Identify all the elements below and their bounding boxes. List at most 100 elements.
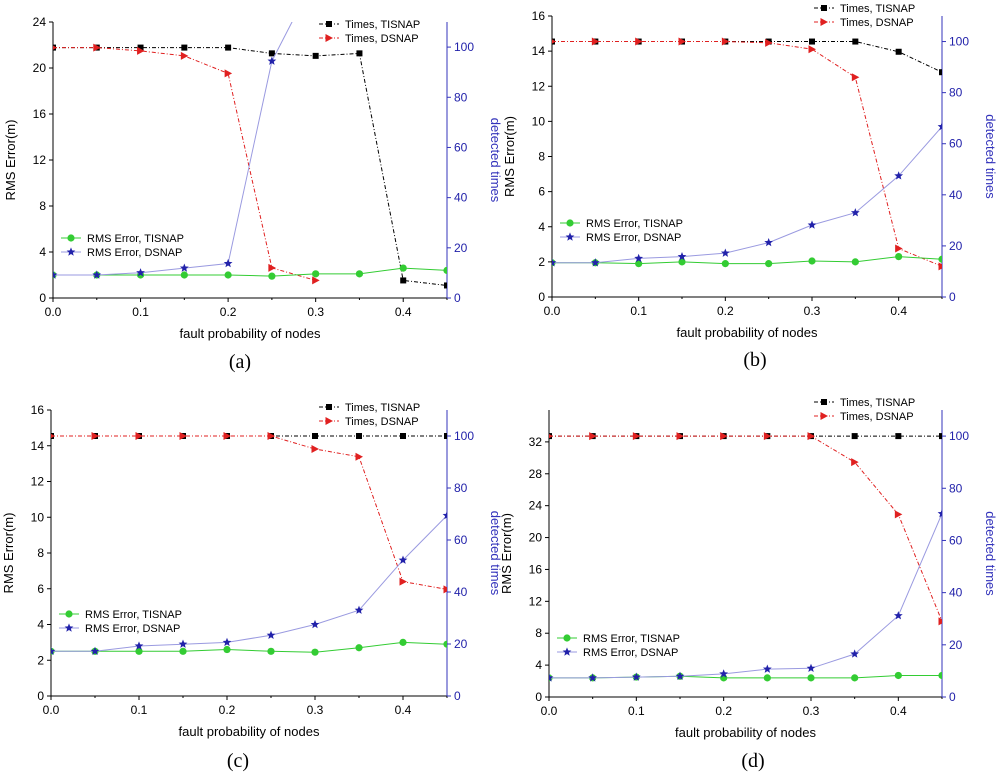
series-rms-error-tisnap: [549, 671, 942, 682]
y-tick-label: 8: [39, 199, 46, 213]
x-tick-label: 0.0: [541, 704, 558, 718]
y2-tick-label: 20: [949, 239, 963, 253]
data-point-times-dsnap: [53, 45, 57, 50]
legend-marker-rms-error-tisnap: [566, 219, 574, 227]
x-tick-label: 0.3: [307, 703, 324, 717]
data-point-times-tisnap: [400, 277, 407, 284]
data-point-rms-error-dsnap: [53, 270, 58, 279]
series-times-dsnap: [549, 432, 942, 626]
legend-times: Times, TISNAP Times, DSNAP: [814, 3, 915, 29]
y-tick-label: 8: [538, 150, 545, 164]
legend-times: Times, TISNAP Times, DSNAP: [319, 402, 420, 428]
data-point-rms-error-dsnap: [178, 639, 188, 648]
data-point-times-tisnap: [225, 44, 232, 51]
series-times-tisnap: [552, 38, 942, 76]
data-point-rms-error-dsnap: [806, 663, 816, 673]
series-rms-error-dsnap: [53, 22, 293, 279]
y2-tick-label: 100: [949, 35, 969, 49]
y-tick-label: 20: [33, 61, 47, 75]
data-point-times-tisnap: [851, 433, 858, 440]
data-point-times-dsnap: [635, 37, 643, 46]
y2-tick-label: 100: [454, 429, 474, 443]
series-rms-error-tisnap: [53, 264, 447, 280]
series-line-times-tisnap: [53, 47, 447, 286]
y-tick-label: 6: [37, 582, 44, 596]
y-tick-label: 0: [39, 291, 46, 305]
data-point-times-dsnap: [678, 37, 686, 46]
y-tick-label: 14: [532, 44, 546, 58]
data-point-rms-error-dsnap: [552, 258, 557, 267]
data-point-rms-error-dsnap: [223, 258, 233, 268]
data-point-times-tisnap: [939, 433, 942, 440]
series-times-dsnap: [552, 37, 942, 271]
panel-caption: (a): [229, 351, 251, 373]
y2-tick-label: 40: [454, 191, 468, 205]
data-point-rms-error-dsnap: [720, 248, 730, 257]
x-tick-label: 0.3: [804, 304, 821, 318]
x-tick-label: 0.2: [219, 703, 236, 717]
legend-label: Times, TISNAP: [840, 3, 915, 15]
y-tick-label: 24: [33, 15, 47, 29]
data-point-rms-error-dsnap: [267, 56, 277, 65]
y2-tick-label: 60: [454, 140, 468, 154]
data-point-rms-error-tisnap: [135, 647, 143, 655]
legend-marker-times-tisnap: [821, 5, 827, 11]
x-tick-label: 0.1: [630, 304, 647, 318]
y2-axis-label: detected times: [488, 511, 503, 596]
legend-label: RMS Error, TISNAP: [583, 633, 680, 645]
data-point-times-dsnap: [720, 432, 728, 441]
chart-panel-c: 0.0 0.1 0.2 0.3 0.4 0 2 4 6 8 10 12 14 16 0 20 40 60 80 100…: [1, 402, 503, 772]
series-times-dsnap: [53, 43, 320, 285]
y-tick-label: 4: [538, 220, 545, 234]
data-point-rms-error-tisnap: [268, 272, 276, 280]
x-tick-label: 0.0: [43, 703, 60, 717]
data-point-rms-error-tisnap: [765, 260, 773, 268]
data-point-rms-error-dsnap: [442, 510, 447, 520]
legend-label: Times, DSNAP: [840, 17, 914, 29]
data-point-rms-error-tisnap: [851, 258, 859, 266]
x-axis-label: fault probability of nodes: [677, 325, 818, 340]
y2-tick-label: 60: [454, 533, 468, 547]
y-axis-label: RMS Error(m): [499, 513, 514, 594]
chart-panel-a: 0.0 0.1 0.2 0.3 0.4 0 4 8 12 16 20 24 0 20 40 60 80 100 fa…: [3, 15, 503, 373]
y-axis-label: RMS Error(m): [3, 120, 18, 201]
data-point-rms-error-tisnap: [312, 270, 320, 278]
legend-label: RMS Error, TISNAP: [87, 233, 184, 245]
y-tick-label: 6: [538, 185, 545, 199]
y-tick-label: 4: [535, 658, 542, 672]
data-point-times-dsnap: [91, 432, 99, 440]
x-tick-label: 0.4: [395, 703, 412, 717]
data-point-times-dsnap: [443, 585, 447, 594]
data-point-times-tisnap: [400, 433, 406, 439]
data-point-times-tisnap: [356, 433, 362, 439]
data-point-rms-error-tisnap: [180, 271, 188, 279]
data-point-rms-error-tisnap: [223, 645, 231, 654]
y-tick-label: 0: [538, 290, 545, 304]
legend-marker-times-tisnap: [326, 404, 332, 410]
x-tick-label: 0.4: [890, 304, 907, 318]
data-point-times-tisnap: [312, 433, 318, 439]
data-point-rms-error-dsnap: [807, 220, 817, 229]
data-point-times-dsnap: [137, 46, 145, 55]
y-tick-label: 4: [37, 618, 44, 632]
data-point-rms-error-dsnap: [894, 171, 904, 180]
series-line-times-dsnap: [51, 435, 447, 590]
y-tick-label: 20: [529, 531, 543, 545]
data-point-rms-error-dsnap: [631, 672, 641, 681]
data-point-times-dsnap: [135, 432, 143, 440]
data-point-times-dsnap: [223, 432, 231, 440]
x-tick-label: 0.0: [45, 305, 62, 319]
data-point-times-dsnap: [549, 433, 553, 439]
data-point-rms-error-tisnap: [179, 647, 187, 655]
legend-marker-rms-error-tisnap: [563, 634, 571, 642]
x-tick-label: 0.2: [717, 304, 734, 318]
legend-label: Times, TISNAP: [840, 397, 915, 409]
legend-label: RMS Error, DSNAP: [586, 232, 681, 244]
data-point-times-dsnap: [51, 433, 55, 439]
y2-tick-label: 80: [454, 481, 468, 495]
y2-tick-label: 60: [949, 533, 963, 547]
legend-marker-rms-error-dsnap: [64, 623, 74, 632]
x-tick-label: 0.0: [544, 304, 561, 318]
y2-tick-label: 80: [949, 86, 963, 100]
